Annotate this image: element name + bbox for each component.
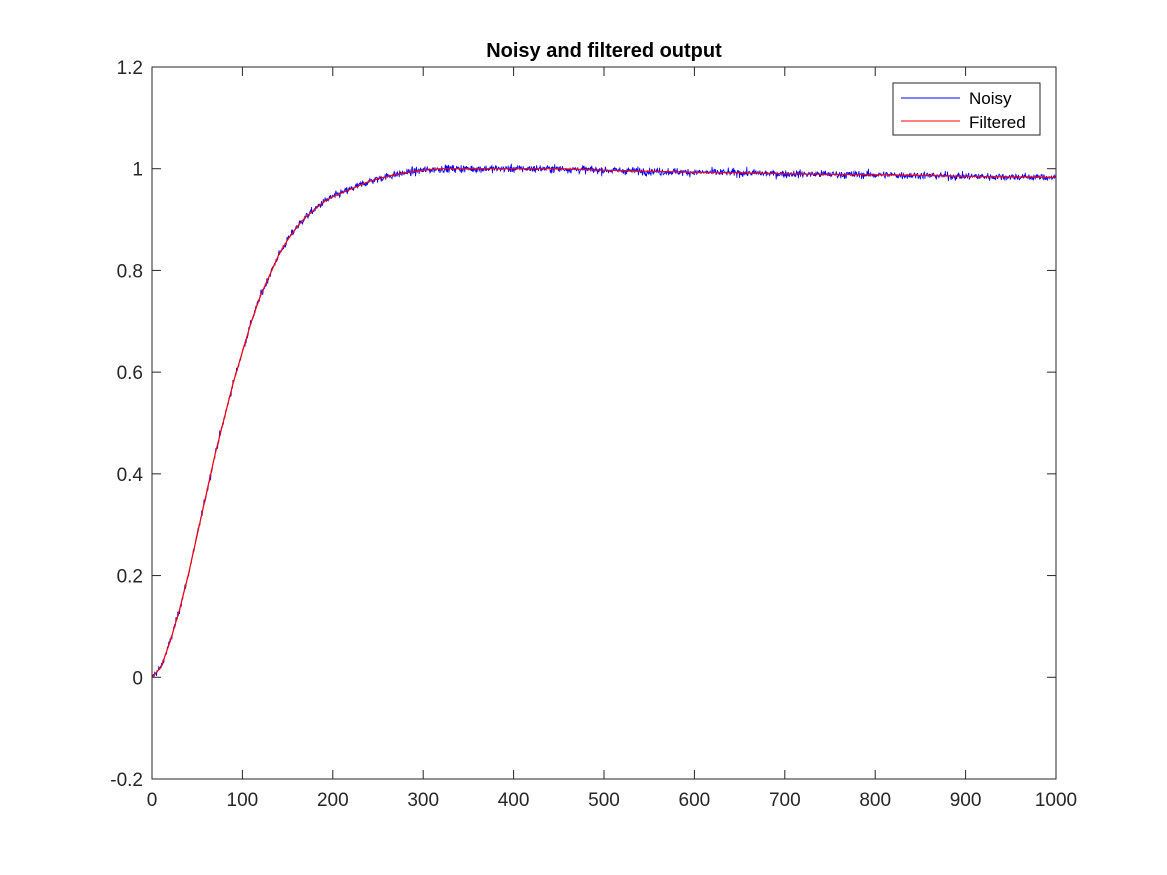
- legend-label-noisy: Noisy: [969, 89, 1012, 108]
- y-tick-label: -0.2: [110, 770, 143, 791]
- x-tick-label: 600: [679, 790, 711, 811]
- y-tick-label: 0.2: [117, 567, 143, 588]
- y-axis: -0.2 0 0.2 0.4 0.6 0.8 1 1.2: [110, 58, 1056, 791]
- legend-box: [892, 82, 1041, 136]
- axes-background: [152, 67, 1056, 779]
- plot-area: [152, 67, 1056, 779]
- x-tick-label: 200: [317, 790, 349, 811]
- y-tick-label: 1: [132, 160, 143, 181]
- legend-label-filtered: Filtered: [969, 113, 1026, 132]
- x-tick-label: 700: [769, 790, 801, 811]
- x-tick-label: 300: [407, 790, 439, 811]
- legend: Noisy Filtered: [892, 82, 1041, 136]
- x-tick-label: 400: [498, 790, 530, 811]
- x-tick-label: 100: [227, 790, 259, 811]
- y-tick-label: 1.2: [117, 58, 143, 79]
- x-tick-label: 500: [588, 790, 620, 811]
- x-tick-label: 800: [859, 790, 891, 811]
- series-line-filtered: [151, 168, 1057, 678]
- series-line-noisy: [151, 163, 1057, 677]
- x-tick-label: 900: [950, 790, 982, 811]
- y-tick-label: 0.4: [117, 465, 144, 486]
- x-tick-label: 1000: [1035, 790, 1077, 811]
- x-axis: 0 100 200 300 400 500 600 700 800 900 1000: [147, 67, 1077, 811]
- x-tick-label: 0: [147, 790, 158, 811]
- y-tick-label: 0.8: [117, 261, 143, 282]
- chart-title: Noisy and filtered output: [486, 40, 722, 62]
- y-tick-label: 0.6: [117, 363, 143, 384]
- series-layer: [151, 163, 1057, 678]
- y-tick-label: 0: [132, 668, 143, 689]
